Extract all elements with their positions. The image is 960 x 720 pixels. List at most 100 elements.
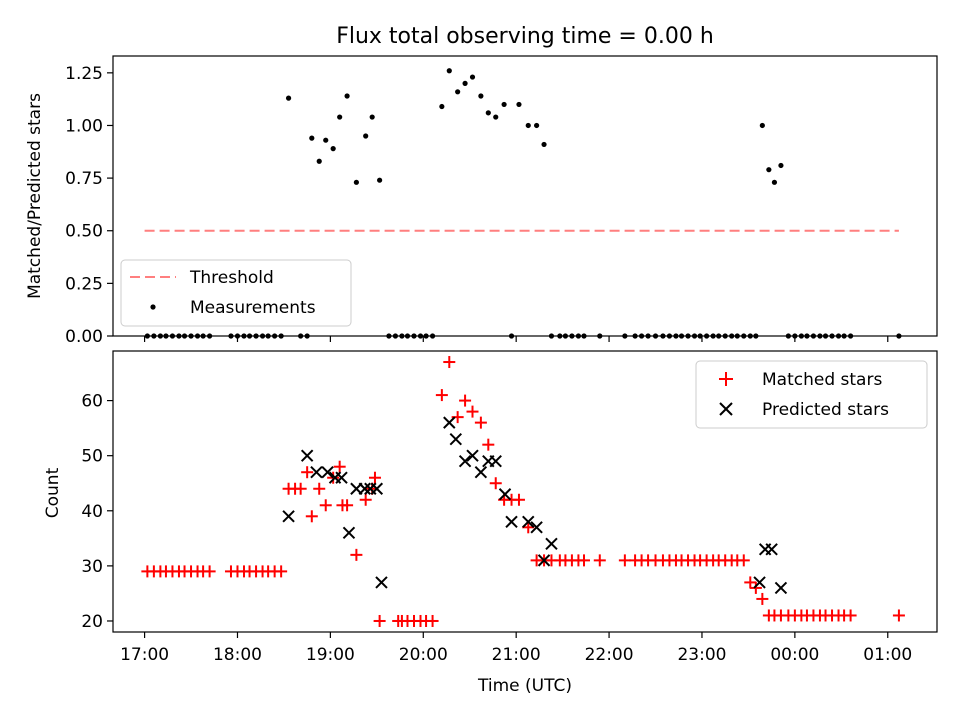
matched-star-point	[443, 356, 456, 369]
bottom-y-axis-label: Count	[43, 467, 63, 518]
matched-star-point	[749, 581, 762, 594]
predicted-stars-points	[282, 416, 788, 595]
threshold-legend-label: Threshold	[189, 268, 274, 288]
matched-star-point	[373, 614, 386, 627]
measurement-point	[759, 122, 765, 129]
measurement-point	[446, 68, 452, 74]
predicted-star-point	[753, 576, 766, 589]
bottom-x-tick-label: 22:00	[585, 645, 634, 665]
predicted-star-point	[335, 471, 348, 484]
bottom-axes-frame	[112, 350, 938, 633]
top-axes-frame	[112, 55, 938, 337]
measurement-point	[778, 162, 784, 169]
matched-star-point	[327, 471, 340, 484]
matched-star-point	[305, 510, 318, 523]
matched-star-point	[459, 394, 472, 407]
matched-star-point	[359, 493, 372, 506]
measurement-point	[377, 177, 383, 183]
matched-star-point	[341, 499, 354, 512]
measurement-point	[485, 110, 491, 116]
matched-star-point	[435, 389, 448, 402]
predicted-star-point	[545, 537, 558, 551]
matched-star-point	[756, 592, 769, 605]
bottom-x-tick-label: 20:00	[399, 645, 448, 665]
matched-star-point	[313, 482, 326, 495]
predicted-star-point	[321, 466, 334, 479]
bottom-x-axis-label: Time (UTC)	[477, 676, 572, 696]
matched-star-point	[301, 466, 314, 479]
matched-star-point	[844, 609, 857, 622]
bottom-x-tick-label: 18:00	[213, 645, 262, 665]
top-y-tick-label: 0.50	[65, 222, 103, 242]
predicted-star-point	[522, 515, 535, 529]
measurement-point	[353, 179, 359, 185]
predicted-star-point	[282, 510, 295, 523]
measurement-point	[478, 93, 484, 99]
measurement-point	[493, 114, 499, 120]
top-y-axis-label: Matched/Predicted stars	[25, 93, 45, 299]
bottom-y-tick-label: 40	[81, 502, 103, 522]
bottom-x-tick-label: 21:00	[492, 645, 541, 665]
measurement-point	[330, 146, 336, 152]
bottom-y-tick-label: 20	[81, 612, 103, 632]
measurement-points	[144, 68, 902, 339]
matched-star-point	[294, 482, 307, 495]
measurement-point	[439, 103, 445, 110]
predicted-star-point	[449, 432, 462, 446]
measurement-point	[541, 141, 547, 148]
bottom-y-ticks: 20 30 40 50 60	[81, 392, 113, 632]
matched-star-point	[350, 548, 363, 561]
measurement-point	[344, 93, 350, 99]
bottom-x-tick-label: 19:00	[306, 645, 355, 665]
measurement-point	[455, 89, 461, 95]
matched-star-point	[482, 438, 495, 451]
top-y-tick-label: 1.00	[65, 116, 103, 136]
matched-star-point	[512, 493, 525, 506]
bottom-legend: Matched stars Predicted stars	[695, 360, 928, 429]
bottom-y-tick-label: 60	[81, 392, 103, 412]
measurement-point	[771, 179, 778, 185]
predicted-star-point	[358, 482, 371, 495]
bottom-y-tick-label: 50	[81, 447, 103, 467]
measurement-point	[285, 95, 292, 101]
measurement-point	[316, 158, 322, 164]
matched-legend-marker	[719, 372, 733, 386]
bottom-y-tick-label: 30	[81, 557, 103, 577]
predicted-star-point	[474, 466, 488, 479]
predicted-star-point	[774, 581, 788, 595]
measurements-legend-marker	[150, 304, 156, 310]
predicted-star-point	[498, 488, 512, 501]
measurement-point	[462, 80, 468, 86]
measurement-point	[363, 133, 369, 139]
matched-legend-label: Matched stars	[762, 370, 882, 390]
matched-star-point	[593, 554, 606, 567]
top-y-tick-label: 1.25	[65, 64, 103, 84]
predicted-star-point	[458, 454, 472, 468]
bottom-x-ticks: 17:00 18:00 19:00 20:00 21:00 22:00 23:00 00:00…	[120, 632, 912, 665]
measurement-point	[516, 101, 522, 108]
measurement-point	[525, 122, 531, 129]
top-y-tick-label: 0.00	[65, 327, 103, 347]
predicted-star-point	[370, 482, 384, 495]
predicted-star-point	[310, 466, 323, 479]
bottom-legend-box	[695, 360, 928, 429]
top-y-ticks: 0.00 0.25 0.50 0.75 1.00 1.25	[65, 64, 113, 347]
matched-stars-points	[141, 356, 905, 627]
top-y-tick-label: 0.25	[65, 274, 103, 294]
predicted-star-point	[466, 449, 479, 462]
top-legend-box	[120, 259, 352, 327]
bottom-x-tick-label: 01:00	[863, 645, 912, 665]
top-legend: Threshold Measurements	[120, 259, 352, 327]
matched-star-point	[474, 416, 487, 429]
measurement-point	[337, 114, 343, 120]
predicted-star-point	[300, 449, 314, 462]
bottom-x-tick-label: 17:00	[120, 645, 169, 665]
bottom-x-tick-label: 00:00	[770, 645, 819, 665]
bottom-panel: 20 30 40 50 60 17:00 18:00 19:00 20:00 21:00 22:0…	[43, 350, 938, 696]
matched-star-point	[892, 609, 905, 622]
matched-star-point	[275, 565, 288, 578]
predicted-legend-label: Predicted stars	[762, 400, 889, 420]
predicted-star-point	[375, 576, 388, 589]
bottom-x-tick-label: 23:00	[677, 645, 726, 665]
